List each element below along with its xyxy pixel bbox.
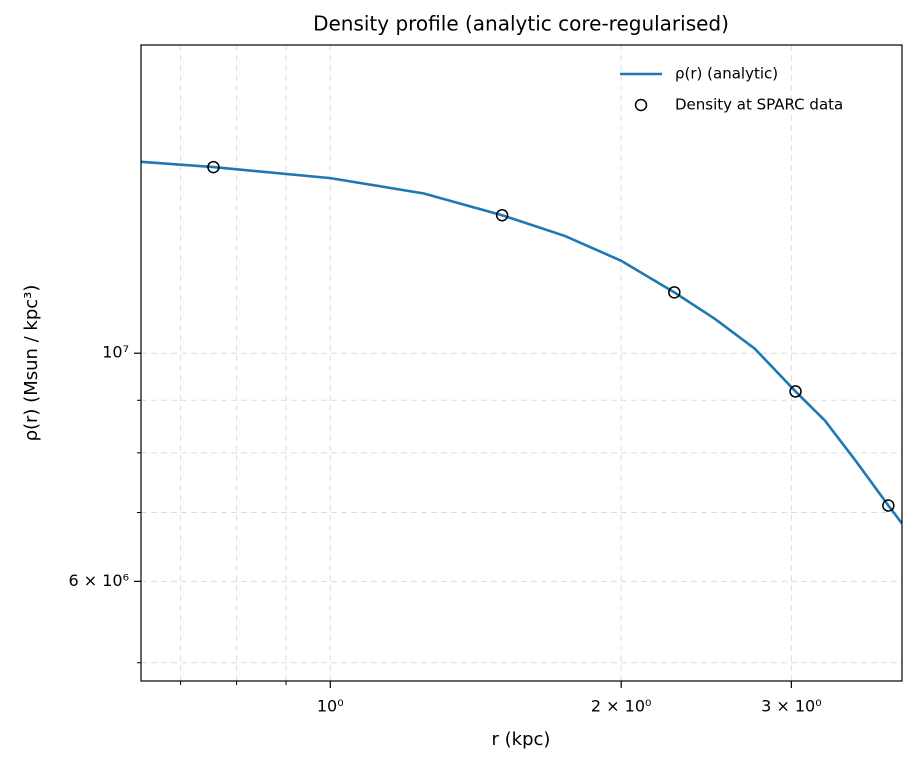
- legend-label: Density at SPARC data: [675, 96, 843, 114]
- legend-marker: [634, 98, 648, 112]
- plot-frame: [140, 44, 903, 682]
- x-tick-label: 3 × 10⁰: [761, 697, 822, 716]
- x-tick-label: 2 × 10⁰: [591, 697, 652, 716]
- data-point: [789, 385, 802, 398]
- y-tick-label: 6 × 10⁶: [68, 571, 129, 590]
- legend-label: ρ(r) (analytic): [675, 65, 778, 83]
- plot-area: [141, 160, 902, 525]
- data-point: [882, 499, 895, 512]
- y-tick-label: 10⁷: [102, 343, 129, 362]
- y-axis-label: ρ(r) (Msun / kpc³): [21, 285, 42, 442]
- chart-title: Density profile (analytic core-regularis…: [313, 12, 729, 36]
- line-series: [141, 160, 902, 525]
- data-point: [495, 208, 509, 222]
- data-point: [207, 160, 220, 174]
- x-tick-label: 10⁰: [317, 697, 344, 716]
- data-point: [668, 286, 681, 299]
- x-axis-label: r (kpc): [492, 729, 551, 750]
